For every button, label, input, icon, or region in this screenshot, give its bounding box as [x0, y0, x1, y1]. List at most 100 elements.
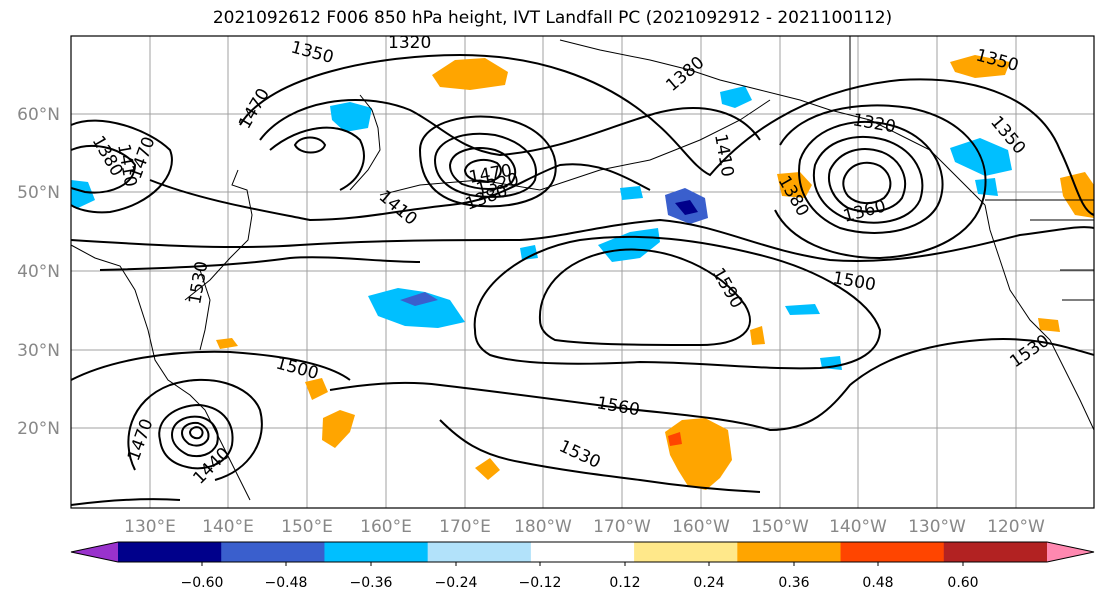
colorbar-ticks: −0.60 −0.48 −0.36 −0.24 −0.12 0.12 0.24 …	[181, 575, 979, 591]
negative-patch	[71, 180, 95, 208]
lon-label-170e: 170°E	[439, 517, 491, 537]
colorbar-tick-label: 0.48	[862, 575, 893, 591]
height-contour	[329, 338, 1095, 432]
negative-patch	[675, 200, 698, 215]
colorbar-segment	[943, 542, 1048, 562]
negative-patch	[720, 86, 752, 108]
height-contour	[448, 147, 517, 190]
latitude-labels: 60°N 50°N 40°N 30°N 20°N	[17, 105, 60, 439]
positive-patch	[322, 410, 355, 448]
height-contour	[418, 115, 557, 208]
colorbar-tick-label: 0.24	[693, 575, 724, 591]
colorbar-tick-label: −0.24	[435, 575, 478, 591]
height-contour	[774, 104, 987, 260]
canada-border	[849, 36, 1094, 201]
us-borders	[1030, 219, 1094, 301]
height-contour	[70, 350, 351, 381]
colorbar-segment	[324, 542, 429, 562]
height-contour	[798, 120, 944, 234]
colorbar-tick-label: 0.12	[609, 575, 640, 591]
asia-coast	[199, 269, 211, 351]
aleutian-islands	[379, 99, 771, 196]
lon-label-150w: 150°W	[751, 517, 809, 537]
lat-label-50n: 50°N	[17, 183, 60, 203]
chart-title: 2021092612 F006 850 hPa height, IVT Land…	[212, 8, 893, 28]
colorbar-tick-label: −0.48	[265, 575, 308, 591]
positive-patch	[216, 338, 238, 349]
map-background	[71, 36, 1094, 508]
negative-patch	[330, 102, 372, 132]
lat-label-40n: 40°N	[17, 262, 60, 282]
colorbar-segment	[840, 542, 945, 562]
height-contour	[70, 218, 1095, 262]
colorbar-tick-label: 0.60	[947, 575, 978, 591]
height-contour	[170, 415, 219, 458]
positive-patch	[1038, 318, 1060, 332]
height-contour	[463, 158, 502, 184]
positive-patch	[475, 458, 500, 480]
colorbar-segment	[634, 542, 738, 562]
map-frame	[70, 35, 1095, 509]
negative-patch	[368, 288, 465, 328]
colorbar-tick-label: −0.60	[181, 575, 224, 591]
height-contour	[259, 99, 761, 157]
height-contour	[70, 145, 137, 194]
height-contour	[439, 419, 761, 493]
positive-patch	[950, 55, 1010, 78]
height-contour	[149, 163, 651, 222]
height-contour	[188, 426, 204, 440]
positive-patch	[305, 378, 328, 400]
positive-patch	[432, 58, 508, 90]
height-contour	[293, 136, 327, 154]
height-contour	[127, 378, 263, 481]
height-contour	[538, 248, 751, 347]
colorbar-segment	[118, 542, 222, 562]
colorbar	[70, 541, 1095, 566]
north-america-coast	[984, 204, 1095, 431]
height-contour	[269, 126, 365, 191]
colorbar-segment	[427, 542, 532, 562]
colorbar-segment	[221, 542, 325, 562]
negative-patch	[975, 178, 998, 196]
lon-label-130e: 130°E	[124, 517, 176, 537]
colorbar-outline	[70, 541, 1095, 563]
colorbar-extend-min	[71, 542, 118, 562]
colorbar-segment	[737, 542, 842, 562]
japan-coast	[184, 169, 253, 301]
colorbar-segment	[530, 542, 635, 562]
height-contour	[828, 148, 907, 213]
colorbar-extend-max	[1047, 542, 1094, 562]
height-contours	[70, 53, 1095, 506]
height-contour	[158, 403, 234, 470]
kamchatka-coast	[349, 94, 381, 191]
negative-patch	[620, 186, 643, 200]
lon-label-140w: 140°W	[829, 517, 887, 537]
longitude-labels: 130°E 140°E 150°E 160°E 170°E 180°W 170°…	[124, 517, 1045, 537]
height-contour	[239, 53, 1095, 216]
lon-label-160e: 160°E	[360, 517, 412, 537]
height-contour	[473, 235, 882, 370]
negative-patch	[785, 304, 820, 315]
lon-label-160w: 160°W	[672, 517, 730, 537]
negative-patch	[400, 292, 438, 306]
lon-label-140e: 140°E	[202, 517, 254, 537]
contour-label: 1320	[388, 33, 431, 53]
height-contour	[70, 498, 181, 506]
height-contour	[180, 421, 210, 447]
lat-label-30n: 30°N	[17, 341, 60, 361]
colorbar-tick-label: −0.36	[350, 575, 393, 591]
negative-patch	[520, 245, 538, 260]
asia-coast	[70, 244, 251, 501]
lat-label-20n: 20°N	[17, 419, 60, 439]
alaska-coast	[559, 39, 986, 206]
colorbar-tick-label: −0.12	[519, 575, 562, 591]
height-contour	[842, 161, 892, 204]
lon-label-150e: 150°E	[281, 517, 333, 537]
lon-label-130w: 130°W	[908, 517, 966, 537]
height-contour	[99, 256, 421, 271]
height-contour	[70, 119, 173, 214]
height-contour	[812, 136, 924, 224]
lon-label-120w: 120°W	[987, 517, 1045, 537]
colorbar-tick-label: 0.36	[778, 575, 809, 591]
